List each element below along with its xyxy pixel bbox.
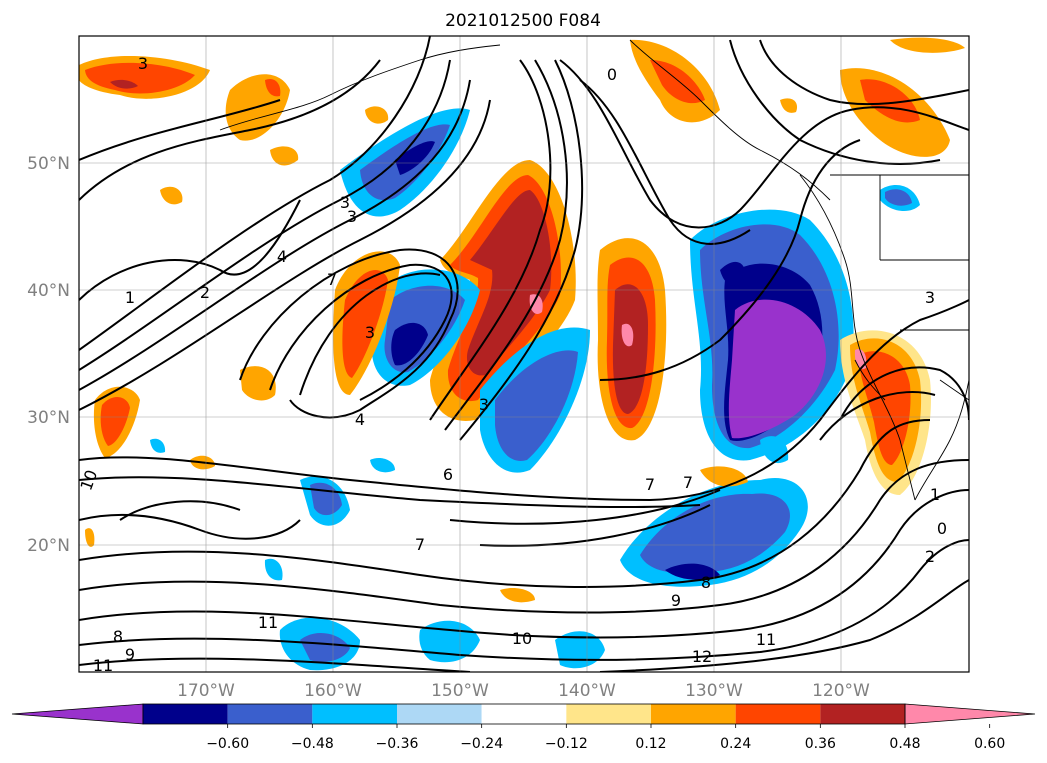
colorbar-tick-label: 0.36 — [805, 736, 836, 752]
colorbar-bin — [566, 704, 651, 724]
contour-label: 8 — [113, 627, 123, 646]
map-panel: 0 1 2 3 3 3 3 3 3 4 4 6 7 7 7 7 8 8 9 9 … — [76, 35, 970, 675]
contour-label: 11 — [258, 613, 278, 632]
lon-tick-label: 160°W — [304, 681, 362, 701]
colorbar-tick-label: −0.12 — [545, 736, 588, 752]
contour-label: 6 — [443, 465, 453, 484]
contour-label: 2 — [200, 283, 210, 302]
colorbar-bin — [397, 704, 482, 724]
lon-tick-label: 130°W — [685, 681, 743, 701]
graticule — [79, 36, 969, 672]
colorbar-tick-label: 0.60 — [974, 736, 1005, 752]
contour-label: 7 — [645, 475, 655, 494]
contour-label: 3 — [479, 395, 489, 414]
colorbar-bin — [227, 704, 313, 724]
lat-tick-label: 20°N — [27, 536, 70, 556]
colorbar-bin — [481, 704, 567, 724]
contour-label: 7 — [415, 535, 425, 554]
colorbar-bin — [312, 704, 397, 724]
lon-tick-label: 150°W — [431, 681, 489, 701]
colorbar-tick-label: 0.12 — [635, 736, 666, 752]
colorbar-tick-label: 0.24 — [720, 736, 751, 752]
contour-label: 10 — [512, 629, 532, 648]
contour-label: 0 — [607, 65, 617, 84]
contour-label: 9 — [125, 645, 135, 664]
contour-layer — [79, 36, 969, 672]
contour-label: 11 — [93, 656, 113, 675]
shaded-field-layer — [79, 37, 965, 671]
colorbar-bin — [143, 704, 228, 724]
colorbar-extend-high — [904, 703, 1036, 725]
lat-axis: 50°N 40°N 30°N 20°N — [27, 154, 70, 556]
lon-tick-label: 120°W — [812, 681, 870, 701]
colorbar-tick-label: −0.36 — [376, 736, 419, 752]
figure-title: 2021012500 F084 — [445, 11, 601, 31]
contour-label: 3 — [347, 207, 357, 226]
contour-label: 3 — [138, 54, 148, 73]
colorbar-bin — [735, 704, 821, 724]
contour-label: 1 — [125, 288, 135, 307]
map-frame — [78, 35, 970, 673]
contour-label: 11 — [756, 630, 776, 649]
contour-label: 0 — [937, 519, 947, 538]
colorbar-bin — [820, 704, 905, 724]
colorbar-tick-label: −0.60 — [206, 736, 249, 752]
colorbar-tick-label: 0.48 — [889, 736, 920, 752]
contour-label: 7 — [327, 270, 337, 289]
lon-axis: 170°W 160°W 150°W 140°W 130°W 120°W — [177, 681, 870, 701]
contour-label: 4 — [277, 247, 287, 266]
contour-label: 4 — [355, 410, 365, 429]
contour-label: 3 — [365, 323, 375, 342]
colorbar-frame — [142, 703, 906, 725]
contour-label: 12 — [692, 647, 712, 666]
contour-label: 7 — [683, 473, 693, 492]
coastline-layer — [219, 39, 969, 501]
lat-tick-label: 50°N — [27, 154, 70, 174]
contour-label: 2 — [925, 547, 935, 566]
colorbar-tick-label: −0.24 — [460, 736, 503, 752]
colorbar-tick-label: −0.48 — [291, 736, 334, 752]
contour-label: 3 — [925, 288, 935, 307]
colorbar: −0.60 −0.48 −0.36 −0.24 −0.12 0.12 0.24 0.36 0.4… — [11, 703, 1036, 752]
colorbar-extend-low — [11, 703, 144, 725]
contour-label: 3 — [340, 193, 350, 212]
lon-tick-label: 140°W — [558, 681, 616, 701]
contour-label: 9 — [671, 591, 681, 610]
lat-tick-label: 40°N — [27, 281, 70, 301]
colorbar-bin — [651, 704, 736, 724]
contour-label: 1 — [930, 485, 940, 504]
lat-tick-label: 30°N — [27, 408, 70, 428]
contour-labels: 0 1 2 3 3 3 3 3 3 4 4 6 7 7 7 7 8 8 9 9 … — [76, 54, 947, 675]
lon-tick-label: 170°W — [177, 681, 235, 701]
contour-label: 8 — [701, 573, 711, 592]
